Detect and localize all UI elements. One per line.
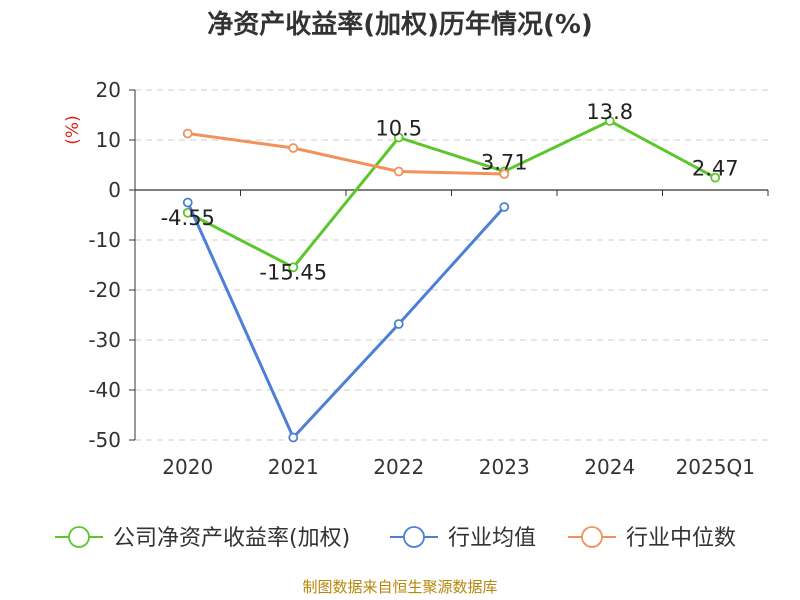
series-line — [186, 201, 506, 439]
data-label: -15.45 — [259, 260, 327, 284]
legend-item[interactable]: 行业均值 — [390, 526, 536, 551]
y-tick-label: -20 — [88, 278, 121, 302]
x-tick-label: 2025Q1 — [676, 455, 755, 479]
data-label: 10.5 — [375, 117, 422, 141]
y-tick-label: 20 — [96, 78, 121, 102]
series-point[interactable] — [393, 132, 404, 143]
data-label: 13.8 — [586, 100, 633, 124]
legend-label: 行业中位数 — [626, 526, 736, 551]
y-tick-label: -10 — [88, 228, 121, 252]
data-labels: -4.55 -15.45 10.5 3.71 13.8 2.47 — [161, 100, 739, 284]
series-point[interactable] — [288, 432, 299, 443]
y-tick-label: -40 — [88, 378, 121, 402]
y-tick-label: -30 — [88, 328, 121, 352]
legend-label: 公司净资产收益率(加权) — [113, 526, 350, 551]
series-point[interactable] — [710, 172, 721, 183]
y-tick-label: 0 — [108, 178, 121, 202]
series-point[interactable] — [288, 143, 299, 153]
series-point[interactable] — [182, 128, 193, 139]
x-tick-label: 2020 — [162, 455, 213, 479]
x-tick-label: 2024 — [584, 455, 635, 479]
source-note: 制图数据来自恒生聚源数据库 — [302, 578, 498, 596]
y-tick-label: 10 — [96, 128, 121, 152]
data-label: -4.55 — [161, 206, 215, 230]
series-layer — [182, 116, 721, 443]
data-label: 3.71 — [481, 150, 528, 174]
x-tick-label: 2023 — [479, 455, 530, 479]
legend-marker — [68, 526, 90, 548]
series-point[interactable] — [393, 166, 404, 177]
x-tick-label: 2021 — [268, 455, 319, 479]
x-tick-label: 2022 — [373, 455, 424, 479]
y-axis-label: (%) — [63, 115, 83, 144]
legend-item[interactable]: 行业中位数 — [568, 526, 736, 551]
series-point[interactable] — [604, 116, 615, 126]
y-tick-label: -50 — [88, 428, 121, 452]
data-label: 2.47 — [692, 157, 739, 181]
legend[interactable]: 公司净资产收益率(加权) 行业均值 行业中位数 — [55, 526, 736, 551]
series-point[interactable] — [393, 319, 404, 329]
axes: 20 10 0 -10 -20 -30 -40 -50 (%) 2020 2021 2022 2023 2… — [63, 78, 769, 479]
series-point[interactable] — [288, 262, 299, 273]
legend-label: 行业均值 — [448, 526, 536, 551]
legend-marker — [581, 526, 603, 548]
chart-title: 净资产收益率(加权)历年情况(%) — [207, 10, 593, 40]
series-point[interactable] — [182, 197, 193, 208]
legend-item[interactable]: 公司净资产收益率(加权) — [55, 526, 350, 551]
legend-marker — [403, 526, 425, 548]
series-point[interactable] — [499, 169, 510, 179]
series-line — [187, 132, 505, 176]
series-line — [187, 119, 717, 269]
series-point[interactable] — [499, 202, 510, 212]
